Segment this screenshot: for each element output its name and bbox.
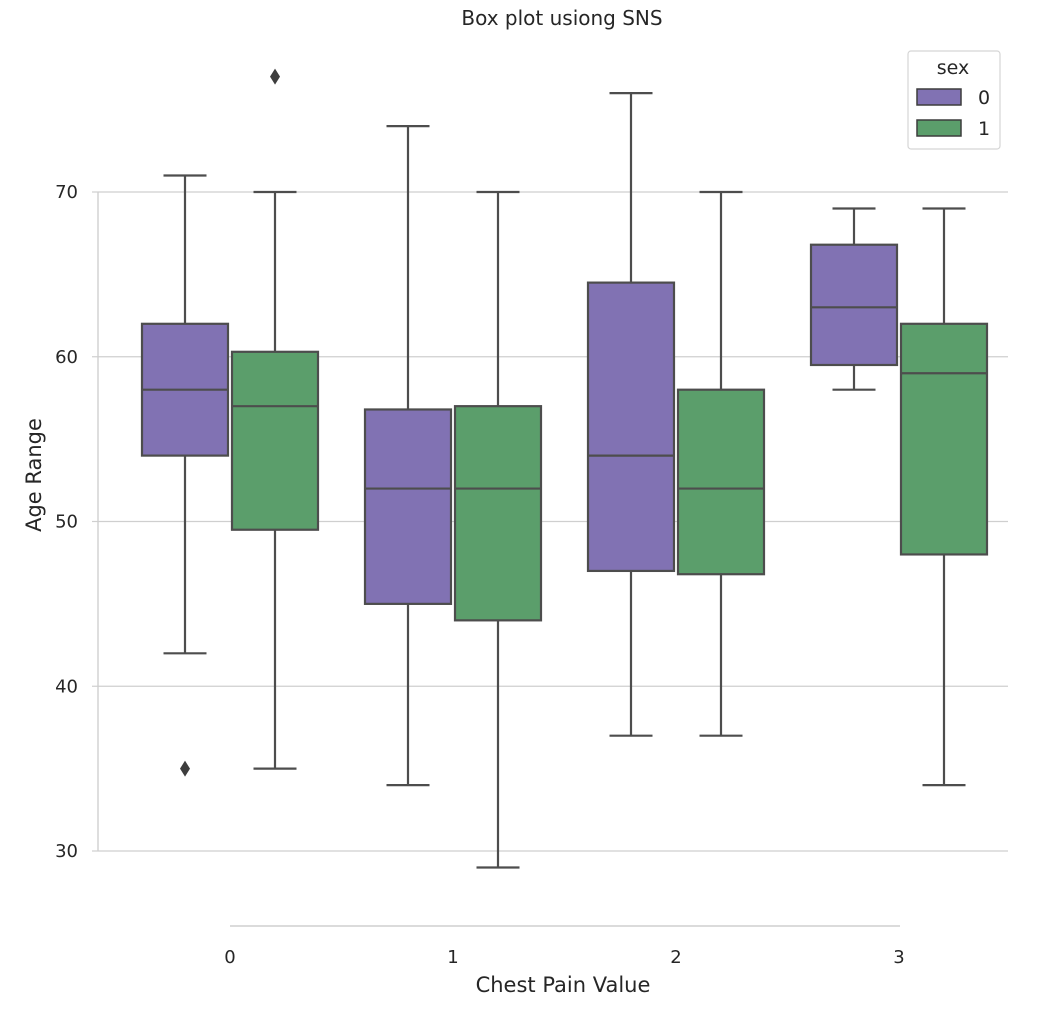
legend-label-0: 0 (978, 87, 990, 109)
box-s1-c0-iqr-box (230, 350, 320, 531)
chart-title: Box plot usiong SNS (461, 6, 662, 30)
box-s0-c2-iqr-box (586, 281, 676, 573)
box-s0-c3-iqr-box (809, 243, 899, 367)
box-s1-c2-iqr-box (676, 388, 766, 576)
box-s0-c1 (363, 124, 453, 787)
axes-layer: 30 40 50 60 70 0 1 2 3 (55, 182, 905, 968)
legend-label-1: 1 (978, 118, 990, 140)
legend-title: sex (937, 57, 970, 79)
box-s1-c1 (453, 190, 543, 869)
box-s1-c1-iqr-box (453, 405, 543, 622)
x-tick-label-1: 1 (447, 947, 458, 968)
y-tick-label-70: 70 (55, 182, 78, 203)
y-axis-label: Age Range (22, 418, 46, 532)
box-s1-c3 (899, 207, 989, 787)
box-s0-c2 (586, 92, 676, 737)
boxes-layer (140, 68, 989, 869)
legend-swatch-0 (916, 88, 962, 106)
y-tick-label-60: 60 (55, 347, 78, 368)
box-s1-c0-outlier-0 (270, 68, 280, 85)
box-s0-c1-iqr-box (363, 408, 453, 605)
legend: sex 0 1 (907, 50, 1001, 150)
box-s1-c0 (230, 68, 320, 770)
x-tick-label-0: 0 (224, 947, 235, 968)
x-tick-label-3: 3 (893, 947, 904, 968)
box-s0-c3 (809, 207, 899, 391)
y-tick-label-30: 30 (55, 841, 78, 862)
legend-swatch-1 (916, 119, 962, 137)
box-s1-c2 (676, 190, 766, 737)
y-tick-label-50: 50 (55, 512, 78, 533)
x-tick-label-2: 2 (670, 947, 681, 968)
box-s0-c0 (140, 174, 230, 777)
box-s0-c0-outlier-0 (180, 760, 190, 777)
y-tick-label-40: 40 (55, 676, 78, 697)
x-axis-label: Chest Pain Value (476, 973, 651, 997)
box-s1-c3-iqr-box (899, 322, 989, 556)
